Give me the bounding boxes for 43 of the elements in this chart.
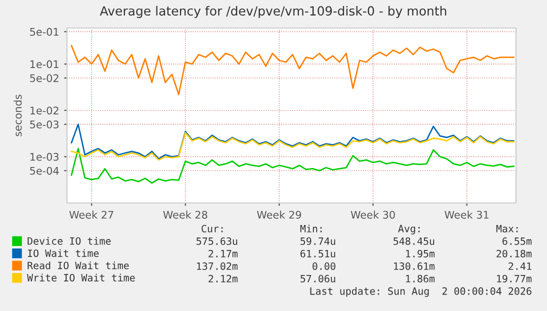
y-axis-title: seconds	[14, 94, 22, 136]
y-tick-label: 1e-02	[30, 106, 58, 114]
x-tick-label: Week 31	[444, 210, 488, 219]
text: 2.12m	[208, 274, 238, 282]
text: 137.02m	[197, 262, 238, 270]
text: 57.06u	[300, 274, 336, 282]
chart-title: Average latency for /dev/pve/vm-109-disk-0 - by month	[100, 6, 446, 18]
y-tick-label: 5e-04	[30, 166, 59, 175]
legend-label: Read IO Wait time	[28, 262, 129, 270]
text: 20.18m	[496, 250, 532, 258]
x-tick-label: Week 27	[69, 210, 114, 219]
y-tick-label: 5e-01	[30, 28, 58, 36]
y-tick-label: 1e-01	[30, 60, 58, 68]
text: 1.95m	[406, 250, 435, 258]
text: Min:	[300, 224, 322, 232]
text: Cur:	[202, 224, 223, 232]
text: Max:	[496, 224, 518, 232]
y-tick-label: 5e-03	[30, 120, 59, 128]
x-tick-label: Week 30	[350, 210, 395, 219]
line-series	[70, 148, 514, 184]
text: 19.77m	[497, 274, 532, 282]
y-tick-label: 1e-03	[30, 152, 59, 161]
text: 2.17m	[208, 250, 238, 258]
text: Avg:	[398, 224, 420, 234]
text: 575.63u	[196, 237, 238, 245]
line-series	[70, 124, 514, 160]
line-series	[70, 132, 514, 161]
text: Last update: Sun Aug 2 00:00:04 2026	[310, 287, 532, 297]
x-tick-label: Week 28	[163, 210, 208, 219]
legend-label: Write IO Wait time	[27, 274, 135, 282]
text: 6.55m	[502, 237, 532, 245]
text: 0.00	[312, 262, 336, 270]
text: 130.61m	[394, 262, 435, 270]
text: 2.41	[508, 262, 532, 270]
legend-label: IO Wait time	[28, 249, 99, 258]
text: 1.86m	[406, 274, 435, 282]
text: 548.45u	[394, 237, 434, 245]
line-series	[70, 44, 514, 96]
text: 61.51u	[300, 250, 336, 258]
legend-label: Device IO time	[28, 237, 111, 245]
text: 59.74u	[300, 237, 336, 245]
x-tick-label: Week 29	[257, 210, 302, 219]
y-tick-label: 5e-02	[30, 74, 58, 82]
